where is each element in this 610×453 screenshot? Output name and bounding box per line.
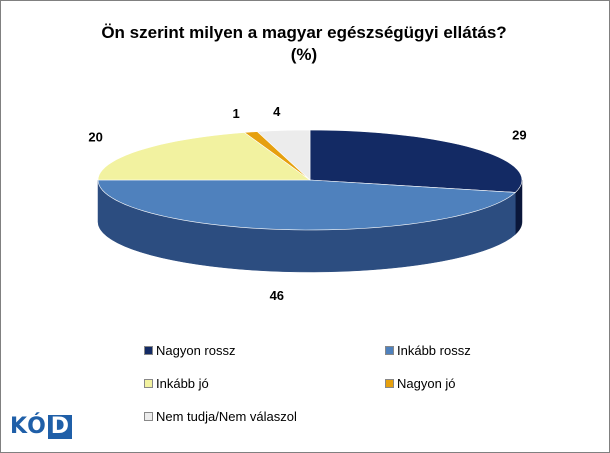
data-label-nem-tudja-nem-valaszol: 4	[273, 104, 281, 119]
pie-tops	[97, 129, 523, 231]
logo-letter-k: K	[10, 414, 28, 439]
chart-title-line2: (%)	[290, 45, 318, 64]
pie-slice-inkabb-rossz	[97, 179, 517, 231]
logo-letter-o: Ó	[27, 414, 46, 439]
data-label-inkabb-jo: 20	[88, 129, 102, 144]
data-label-nagyon-jo: 1	[232, 106, 239, 121]
chart-title: Ön szerint milyen a magyar egészségügyi …	[0, 22, 608, 66]
pie-labels: 29 46 20 1 4	[88, 104, 526, 303]
data-label-inkabb-rossz: 46	[270, 288, 284, 303]
pie-slice-nem-tudja-nem-valaszol	[256, 129, 311, 181]
pie-slice-nagyon-rossz	[309, 129, 523, 193]
data-label-nagyon-rossz: 29	[512, 128, 526, 143]
pie-slice-inkabb-jo	[97, 132, 311, 181]
chart-title-line1: Ön szerint milyen a magyar egészségügyi …	[101, 23, 507, 42]
kod-logo: K Ó D	[10, 414, 73, 439]
logo-letter-d: D	[47, 415, 73, 439]
